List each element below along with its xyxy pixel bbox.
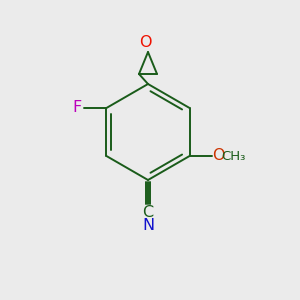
Text: C: C (142, 205, 154, 220)
Text: CH₃: CH₃ (222, 150, 246, 163)
Text: F: F (72, 100, 81, 116)
Text: O: O (213, 148, 225, 164)
Text: O: O (139, 35, 151, 50)
Text: N: N (142, 218, 154, 233)
